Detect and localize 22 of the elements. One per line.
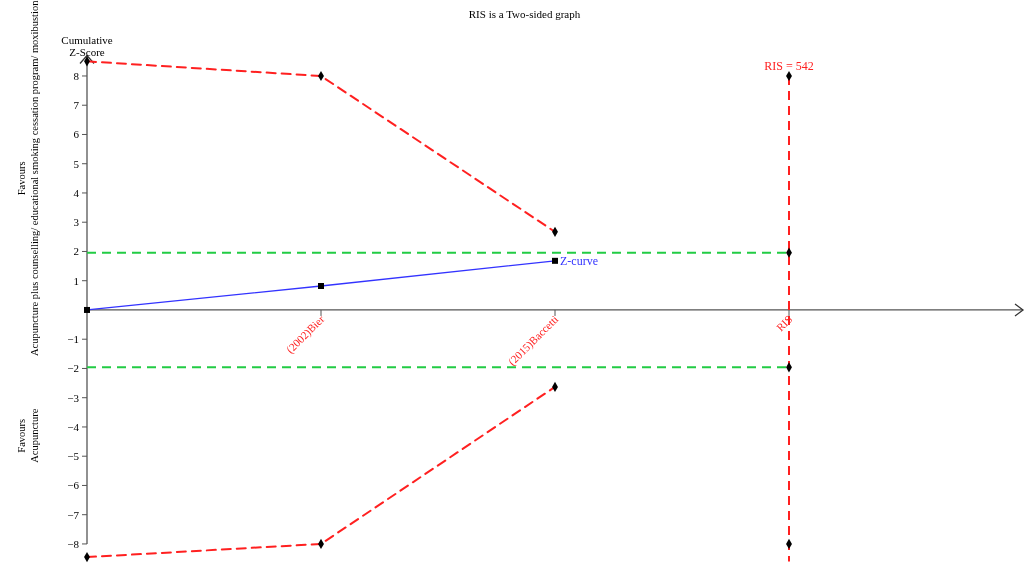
y-tick-label: −8	[67, 537, 80, 550]
series-label: Z-curve	[560, 253, 598, 268]
y-tick-label: 6	[73, 128, 80, 141]
y-tick-label: 7	[73, 99, 80, 112]
y-tick-label: −5	[67, 450, 80, 463]
y-tick-label: −4	[67, 420, 80, 433]
y-tick-label: 1	[73, 274, 79, 287]
y-axis-title: Cumulative Z-Score	[61, 34, 113, 58]
text: Favours Acupuncture	[16, 408, 40, 463]
y-tick-label: −1	[67, 333, 79, 346]
y-tick-label: 8	[73, 69, 80, 82]
chart-title: RIS is a Two-sided graph	[468, 8, 581, 20]
ref-line-label: RIS = 542	[764, 58, 814, 73]
y-tick-label: −7	[67, 508, 80, 521]
y-tick-label: −3	[67, 391, 80, 404]
y-tick-label: −2	[67, 362, 79, 375]
y-tick-label: 5	[73, 157, 80, 170]
y-tick-label: 4	[73, 186, 80, 199]
y-tick-label: 3	[73, 216, 80, 229]
y-tick-label: 2	[73, 245, 79, 258]
text: Favours Acupuncture plus counselling/ educational smoking cessation program/ moxibustion	[16, 0, 40, 357]
y-tick-label: −6	[67, 479, 80, 492]
